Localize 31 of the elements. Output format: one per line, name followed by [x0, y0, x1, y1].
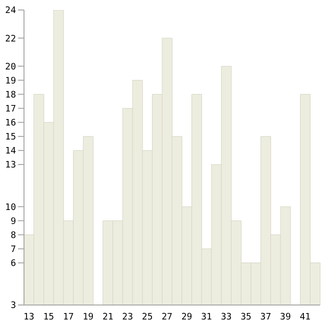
x-tick-label: 37 [260, 312, 272, 321]
y-tick-label: 18 [5, 90, 16, 100]
y-tick-label: 10 [5, 202, 16, 213]
x-tick-label: 29 [181, 312, 192, 321]
y-tick-label: 3 [10, 301, 16, 312]
y-tick-label: 7 [10, 245, 16, 256]
y-tick-label: 6 [10, 259, 16, 270]
y-tick-label: 9 [10, 216, 16, 227]
y-tick-label: 8 [10, 230, 16, 241]
x-tick-label: 23 [122, 312, 134, 321]
y-tick-label: 22 [5, 34, 16, 44]
y-tick-label: 19 [5, 76, 16, 86]
x-tick-label: 25 [142, 312, 153, 321]
x-tick-label: 41 [300, 312, 311, 321]
y-tick-label: 14 [5, 146, 16, 157]
y-tick-label: 24 [5, 6, 16, 16]
x-tick-label: 21 [102, 312, 114, 321]
x-tick-label: 33 [220, 312, 232, 321]
x-tick-label: 17 [62, 312, 74, 321]
x-tick-label: 35 [240, 312, 252, 321]
x-tick-label: 39 [280, 312, 291, 321]
y-tick-label: 15 [5, 132, 16, 143]
y-tick-label: 17 [5, 104, 16, 115]
y-tick-label: 13 [5, 160, 16, 171]
y-tick-label: 20 [5, 62, 16, 72]
x-tick-label: 15 [43, 312, 54, 321]
x-tick-label: 19 [82, 312, 94, 321]
x-tick-label: 31 [201, 312, 212, 321]
x-tick-label: 13 [24, 312, 34, 321]
x-tick-label: 27 [162, 312, 172, 321]
y-tick-label: 16 [5, 118, 16, 129]
